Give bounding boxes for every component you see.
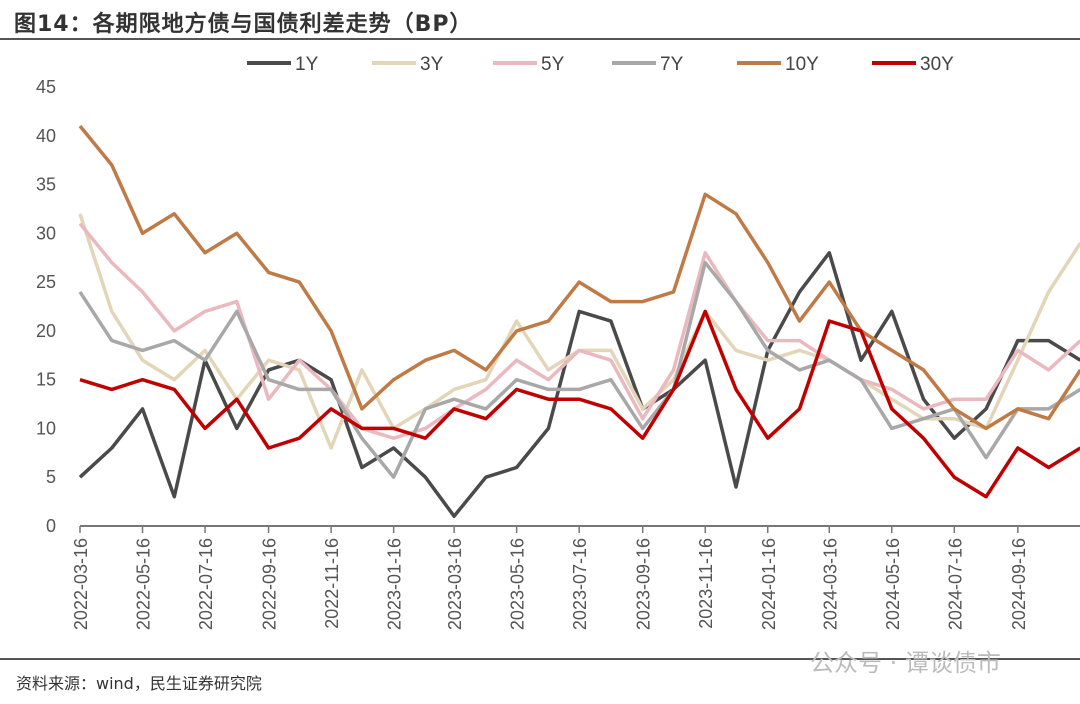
- title-divider: [0, 38, 1080, 40]
- x-tick-label: 2023-03-16: [445, 538, 465, 630]
- series-line-30Y: [79, 309, 1080, 499]
- chart-title: 图14：各期限地方债与国债利差走势（BP）: [14, 12, 473, 37]
- legend-label: 10Y: [785, 54, 819, 75]
- legend-item-3Y: 3Y: [372, 54, 444, 75]
- legend-item-30Y: 30Y: [872, 54, 954, 75]
- series-line-1Y: [78, 251, 1080, 518]
- legend-label: 3Y: [420, 54, 444, 75]
- x-axis: 2022-03-16 2022-05-16 2022-07-16 2022-09-16…: [71, 525, 1080, 630]
- x-tick-label: 2022-09-16: [260, 538, 280, 630]
- y-axis: 0 5 10 15 20 25 30 35 40 45: [36, 77, 56, 536]
- series-line-7Y: [78, 260, 1080, 479]
- y-tick-label: 30: [36, 223, 56, 243]
- y-tick-label: 25: [36, 272, 56, 292]
- x-tick-label: 2024-03-16: [820, 538, 840, 630]
- legend-label: 30Y: [920, 54, 954, 75]
- series-lines: [78, 124, 1080, 518]
- x-tick-label: 2024-05-16: [883, 538, 903, 630]
- y-tick-label: 45: [36, 77, 56, 97]
- y-tick-label: 40: [36, 126, 56, 146]
- legend-label: 1Y: [295, 54, 319, 75]
- legend-label: 7Y: [660, 54, 684, 75]
- legend-item-5Y: 5Y: [493, 54, 565, 75]
- series-line-10Y: [78, 124, 1080, 431]
- legend-label: 5Y: [541, 54, 565, 75]
- x-tick-label: 2022-07-16: [196, 538, 216, 630]
- x-tick-label: 2022-03-16: [71, 538, 91, 630]
- source-note: 资料来源：wind，民生证券研究院: [16, 674, 262, 693]
- x-tick-label: 2022-11-16: [322, 538, 342, 629]
- x-tick-label: 2023-11-16: [696, 538, 716, 629]
- x-tick-label: 2022-05-16: [134, 538, 154, 630]
- footer-divider: [0, 658, 1080, 660]
- y-tick-label: 5: [46, 467, 56, 487]
- x-tick-label: 2023-07-16: [570, 538, 590, 630]
- legend-item-1Y: 1Y: [247, 54, 319, 75]
- y-tick-label: 0: [46, 516, 56, 536]
- y-tick-label: 15: [36, 370, 56, 390]
- x-tick-label: 2024-07-16: [945, 538, 965, 630]
- x-tick-label: 2023-09-16: [634, 538, 654, 630]
- legend-item-7Y: 7Y: [612, 54, 684, 75]
- watermark: 公众号 · 谭谈债市: [810, 649, 1001, 677]
- y-tick-label: 35: [36, 175, 56, 195]
- legend: 1Y 3Y 5Y 7Y 10Y 30Y: [247, 54, 954, 75]
- y-tick-label: 10: [36, 418, 56, 438]
- x-tick-label: 2024-01-16: [759, 538, 779, 630]
- y-tick-label: 20: [36, 321, 56, 341]
- x-tick-label: 2023-01-16: [385, 538, 405, 630]
- legend-item-10Y: 10Y: [737, 54, 819, 75]
- x-tick-label: 2023-05-16: [508, 538, 528, 630]
- x-tick-label: 2024-09-16: [1009, 538, 1029, 630]
